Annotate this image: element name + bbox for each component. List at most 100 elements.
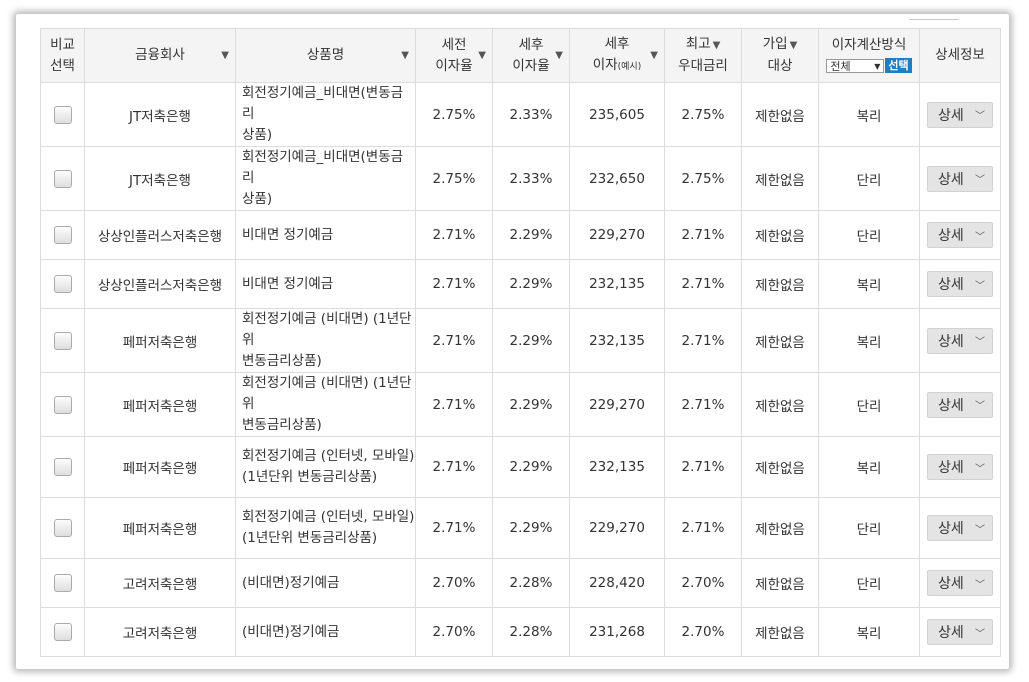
aftertax-rate-cell: 2.28% [492, 607, 570, 657]
pretax-rate-cell: 2.70% [415, 607, 493, 657]
sort-icon[interactable]: ▼ [712, 40, 721, 51]
chevron-down-icon: ﹀ [975, 111, 985, 122]
compare-checkbox[interactable] [53, 105, 72, 124]
detail-button[interactable]: 상세 ﹀ [927, 570, 993, 596]
header-aftertax-interest[interactable]: 세후 이자(예시) ▼ [569, 28, 665, 83]
compare-cell [40, 82, 85, 147]
compare-cell [40, 497, 85, 559]
detail-button[interactable]: 상세 ﹀ [927, 454, 993, 480]
compare-checkbox[interactable] [53, 395, 72, 414]
detail-cell: 상세 ﹀ [919, 146, 1001, 211]
aftertax-rate-cell: 2.33% [492, 146, 570, 211]
sort-icon[interactable]: ▼ [401, 50, 409, 61]
join-target-cell: 제한없음 [741, 372, 819, 437]
chevron-down-icon: ﹀ [975, 524, 985, 536]
chevron-down-icon: ﹀ [975, 337, 985, 348]
max-rate-cell: 2.75% [664, 146, 742, 211]
product-cell: (비대면)정기예금 [235, 607, 416, 657]
interest-cell: 232,135 [569, 308, 665, 373]
compare-checkbox[interactable] [53, 169, 72, 188]
chevron-down-icon: ﹀ [975, 463, 985, 475]
chevron-down-icon: ﹀ [975, 231, 985, 243]
detail-cell: 상세 ﹀ [919, 259, 1001, 309]
table-row: JT저축은행 회전정기예금_비대면(변동금리 상품) 2.75% 2.33% 235,60… [40, 82, 1001, 147]
compare-checkbox[interactable] [53, 226, 72, 244]
compare-checkbox[interactable] [53, 519, 72, 537]
calc-method-cell: 복리 [818, 82, 920, 147]
pretax-rate-cell: 2.71% [415, 372, 493, 437]
pretax-rate-cell: 2.71% [415, 259, 493, 309]
join-target-cell: 제한없음 [741, 436, 819, 498]
sort-icon[interactable]: ▼ [221, 50, 229, 61]
detail-button[interactable]: 상세 ﹀ [927, 515, 993, 541]
pretax-rate-cell: 2.71% [415, 436, 493, 498]
aftertax-rate-cell: 2.29% [492, 210, 570, 260]
table-row: 페퍼저축은행 회전정기예금 (비대면) (1년단위 변동금리상품) 2.71% 2.29… [40, 308, 1001, 373]
detail-button[interactable]: 상세 ﹀ [927, 327, 993, 354]
max-rate-cell: 2.71% [664, 259, 742, 309]
aftertax-rate-cell: 2.29% [492, 436, 570, 498]
header-max-rate[interactable]: 최고 ▼ 우대금리 [664, 28, 742, 83]
calc-method-cell: 복리 [818, 607, 920, 657]
compare-checkbox[interactable] [53, 458, 72, 476]
chevron-down-icon: ﹀ [975, 628, 985, 640]
compare-cell [40, 558, 85, 608]
max-rate-cell: 2.71% [664, 308, 742, 373]
chevron-down-icon: ﹀ [975, 280, 985, 292]
compare-checkbox[interactable] [53, 574, 72, 592]
header-company[interactable]: 금융회사 ▼ [84, 28, 236, 83]
calc-method-select[interactable]: 전체 ▼ [826, 58, 885, 73]
sort-icon[interactable]: ▼ [650, 50, 658, 61]
sort-icon[interactable]: ▼ [555, 50, 563, 61]
detail-button[interactable]: 상세 ﹀ [927, 271, 993, 297]
compare-cell [40, 146, 85, 211]
header-product[interactable]: 상품명 ▼ [235, 28, 416, 83]
detail-button[interactable]: 상세 ﹀ [927, 619, 993, 645]
calc-method-cell: 단리 [818, 372, 920, 437]
sort-icon[interactable]: ▼ [478, 50, 486, 61]
sort-icon[interactable]: ▼ [789, 40, 798, 51]
company-cell: JT저축은행 [84, 82, 236, 147]
detail-cell: 상세 ﹀ [919, 607, 1001, 657]
table-row: 상상인플러스저축은행 비대면 정기예금 2.71% 2.29% 232,135 2.71%… [40, 259, 1001, 309]
header-join-target[interactable]: 가입 ▼ 대상 [741, 28, 819, 83]
detail-cell: 상세 ﹀ [919, 210, 1001, 260]
aftertax-rate-cell: 2.29% [492, 308, 570, 373]
product-cell: 회전정기예금_비대면(변동금리 상품) [235, 82, 416, 147]
table-body: JT저축은행 회전정기예금_비대면(변동금리 상품) 2.75% 2.33% 235,60… [40, 82, 1001, 657]
company-cell: 페퍼저축은행 [84, 308, 236, 373]
detail-button[interactable]: 상세 ﹀ [927, 391, 993, 418]
detail-cell: 상세 ﹀ [919, 82, 1001, 147]
pretax-rate-cell: 2.75% [415, 82, 493, 147]
interest-cell: 232,135 [569, 436, 665, 498]
company-cell: 상상인플러스저축은행 [84, 210, 236, 260]
table-row: 고려저축은행 (비대면)정기예금 2.70% 2.28% 228,420 2.70% 제한없… [40, 558, 1001, 608]
interest-cell: 235,605 [569, 82, 665, 147]
header-pretax-rate[interactable]: 세전 이자율 ▼ [415, 28, 493, 83]
table-row: 상상인플러스저축은행 비대면 정기예금 2.71% 2.29% 229,270 2.71%… [40, 210, 1001, 260]
calc-method-cell: 복리 [818, 259, 920, 309]
header-detail: 상세정보 [919, 28, 1001, 83]
max-rate-cell: 2.75% [664, 82, 742, 147]
interest-cell: 232,135 [569, 259, 665, 309]
compare-checkbox[interactable] [53, 331, 72, 350]
company-cell: 페퍼저축은행 [84, 497, 236, 559]
header-aftertax-rate[interactable]: 세후 이자율 ▼ [492, 28, 570, 83]
table-row: JT저축은행 회전정기예금_비대면(변동금리 상품) 2.75% 2.33% 232,65… [40, 146, 1001, 211]
detail-button[interactable]: 상세 ﹀ [927, 101, 993, 128]
table-row: 페퍼저축은행 회전정기예금 (인터넷, 모바일) (1년단위 변동금리상품) 2.71… [40, 497, 1001, 559]
detail-button[interactable]: 상세 ﹀ [927, 222, 993, 248]
calc-method-cell: 복리 [818, 308, 920, 373]
detail-button[interactable]: 상세 ﹀ [927, 165, 993, 192]
compare-cell [40, 308, 85, 373]
calc-select-button[interactable]: 선택 [885, 58, 912, 73]
max-rate-cell: 2.71% [664, 436, 742, 498]
join-target-cell: 제한없음 [741, 497, 819, 559]
interest-cell: 231,268 [569, 607, 665, 657]
compare-checkbox[interactable] [53, 275, 72, 293]
select-arrow-icon: ▼ [874, 61, 881, 71]
header-compare: 비교 선택 [40, 28, 85, 83]
chevron-down-icon: ﹀ [975, 175, 985, 186]
compare-checkbox[interactable] [53, 623, 72, 641]
join-target-cell: 제한없음 [741, 558, 819, 608]
